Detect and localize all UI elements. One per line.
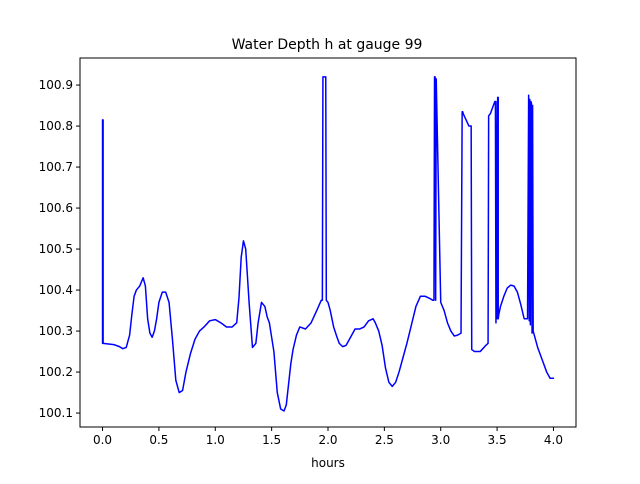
x-tick-label: 3.0 [431,433,450,447]
x-axis: 0.0 0.5 1.0 1.5 2.0 2.5 3.0 3.5 4.0 [93,427,563,447]
y-tick-label: 100.4 [39,283,73,297]
plot-area [80,58,576,427]
y-tick-label: 100.8 [39,119,73,133]
x-tick-label: 0.0 [93,433,112,447]
y-tick-label: 100.5 [39,242,73,256]
y-tick-label: 100.2 [39,365,73,379]
x-tick-label: 2.5 [375,433,394,447]
x-tick-label: 2.0 [318,433,337,447]
x-tick-label: 3.5 [488,433,507,447]
y-tick-label: 100.3 [39,324,73,338]
x-tick-label: 1.0 [206,433,225,447]
y-tick-label: 100.1 [39,406,73,420]
y-tick-label: 100.9 [39,78,73,92]
chart-title: Water Depth h at gauge 99 [232,37,423,53]
y-tick-label: 100.7 [39,160,73,174]
series-layer [101,76,555,412]
x-tick-label: 0.5 [149,433,168,447]
x-tick-label: 1.5 [262,433,281,447]
x-axis-label: hours [311,456,345,470]
series-line [101,76,555,412]
y-axis: 100.1 100.2 100.3 100.4 100.5 100.6 100.7 100.8… [39,78,80,420]
x-tick-label: 4.0 [544,433,563,447]
y-tick-label: 100.6 [39,201,73,215]
